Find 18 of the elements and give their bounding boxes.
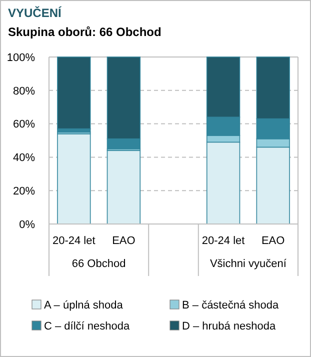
x-tick-label: EAO: [261, 235, 286, 247]
y-tick-label: 100%: [6, 52, 36, 64]
legend-label: B – částečná shoda: [182, 300, 280, 312]
legend-label: C – dílčí neshoda: [44, 320, 130, 332]
legend-label: A – úplná shoda: [44, 300, 124, 312]
y-tick-label: 40%: [12, 152, 36, 164]
y-tick-label: 60%: [12, 118, 36, 131]
y-tick-label: 20%: [12, 185, 36, 198]
x-tick-label: 20-24 let: [202, 235, 245, 247]
chart-subtitle: Skupina oborů: 66 Obchod: [8, 25, 162, 39]
x-tick-label: EAO: [112, 235, 136, 247]
chart-title: VYUČENÍ: [8, 6, 62, 20]
text: Všichni vyučení: [210, 258, 288, 270]
x-tick-label: 20-24 let: [52, 235, 96, 247]
legend-label: D – hrubá neshoda: [182, 320, 276, 332]
y-tick-label: 80%: [12, 85, 36, 98]
text: 66 Obchod: [72, 258, 126, 270]
y-tick-label: 0%: [19, 218, 36, 231]
